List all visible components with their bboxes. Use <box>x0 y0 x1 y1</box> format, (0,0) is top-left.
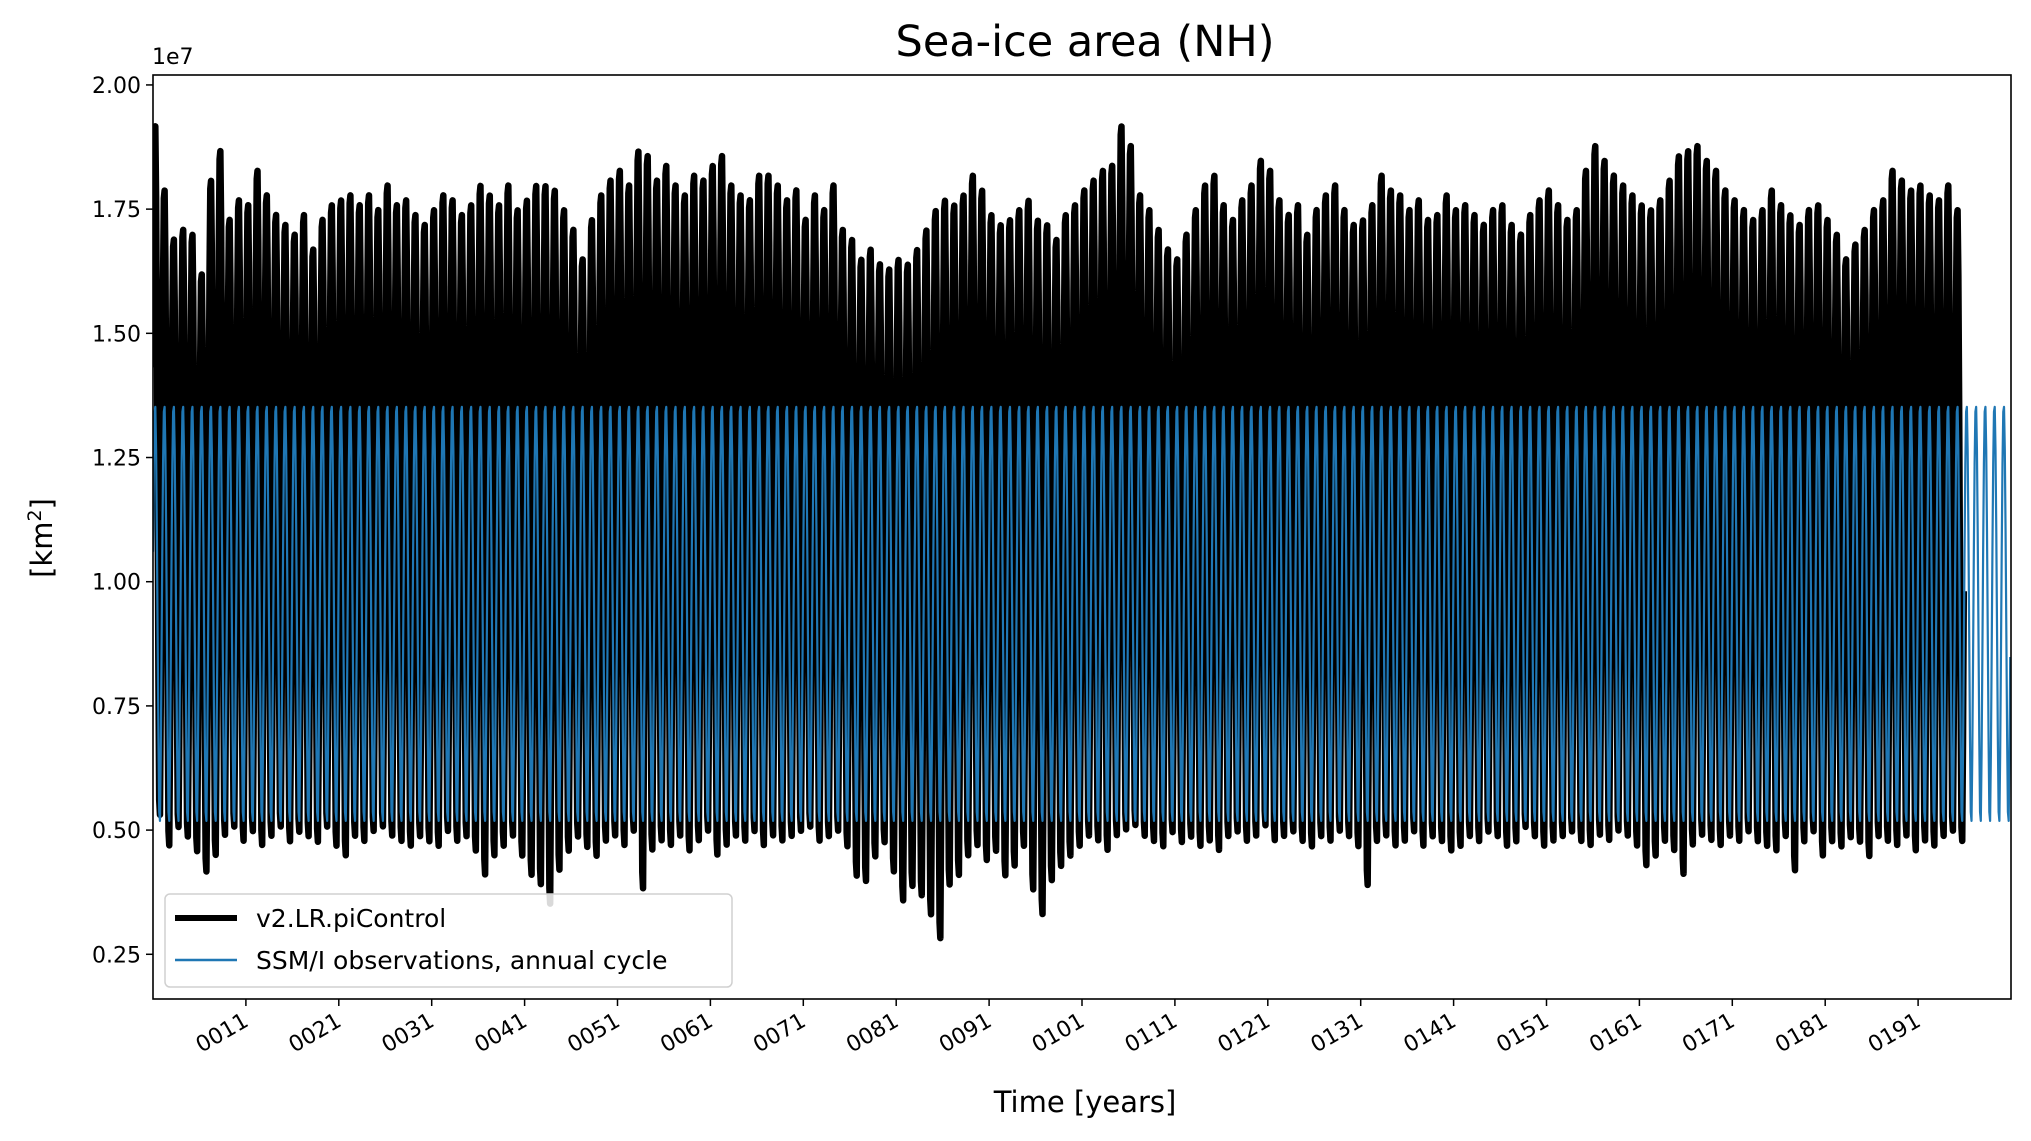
y-offset-label: 1e7 <box>152 45 194 70</box>
y-tick-label: 1.00 <box>92 571 141 596</box>
y-axis-label-end: ] <box>25 498 59 509</box>
y-tick-label: 0.25 <box>92 943 141 968</box>
x-tick-label: 0021 <box>285 1009 346 1059</box>
x-tick-label: 0011 <box>192 1009 253 1059</box>
y-axis: 0.25 0.50 0.75 1.00 1.25 1.50 1.75 2.00 <box>92 74 153 968</box>
x-axis-label: Time [years] <box>993 1085 1177 1119</box>
x-tick-label: 0141 <box>1400 1009 1461 1059</box>
x-tick-label: 0071 <box>749 1009 810 1059</box>
x-tick-label: 0111 <box>1121 1009 1182 1059</box>
x-tick-label: 0191 <box>1864 1009 1925 1059</box>
y-axis-label-superscript: 2 <box>24 509 46 521</box>
legend-box <box>164 893 733 988</box>
x-tick-label: 0181 <box>1771 1009 1832 1059</box>
y-tick-label: 1.25 <box>92 447 141 472</box>
y-tick-label: 1.50 <box>92 322 141 347</box>
x-tick-label: 0171 <box>1678 1009 1739 1059</box>
x-tick-label: 0081 <box>842 1009 903 1059</box>
x-axis: 0011 0021 0031 0041 0051 0061 0071 0081 0091 0101… <box>192 999 1925 1058</box>
x-tick-label: 0121 <box>1214 1009 1275 1059</box>
x-tick-label: 0161 <box>1585 1009 1646 1059</box>
series-line-ssmi <box>153 405 2011 823</box>
y-tick-label: 2.00 <box>92 74 141 99</box>
x-tick-label: 0101 <box>1028 1009 1089 1059</box>
legend-label-picontrol: v2.LR.piControl <box>256 904 446 933</box>
y-tick-label: 0.75 <box>92 695 141 720</box>
plot-area <box>153 123 2011 942</box>
y-axis-label: [km2] <box>24 498 59 578</box>
x-tick-label: 0051 <box>564 1009 625 1059</box>
x-tick-label: 0091 <box>935 1009 996 1059</box>
y-tick-label: 1.75 <box>92 198 141 223</box>
legend-label-ssmi: SSM/I observations, annual cycle <box>256 946 668 975</box>
y-tick-label: 0.50 <box>92 819 141 844</box>
chart-title: Sea-ice area (NH) <box>896 17 1275 67</box>
x-tick-label: 0031 <box>378 1009 439 1059</box>
legend: v2.LR.piControl SSM/I observations, annu… <box>164 893 733 988</box>
y-axis-label-base: [km <box>25 522 59 578</box>
x-tick-label: 0151 <box>1493 1009 1554 1059</box>
x-tick-label: 0061 <box>656 1009 717 1059</box>
x-tick-label: 0041 <box>471 1009 532 1059</box>
x-tick-label: 0131 <box>1307 1009 1368 1059</box>
